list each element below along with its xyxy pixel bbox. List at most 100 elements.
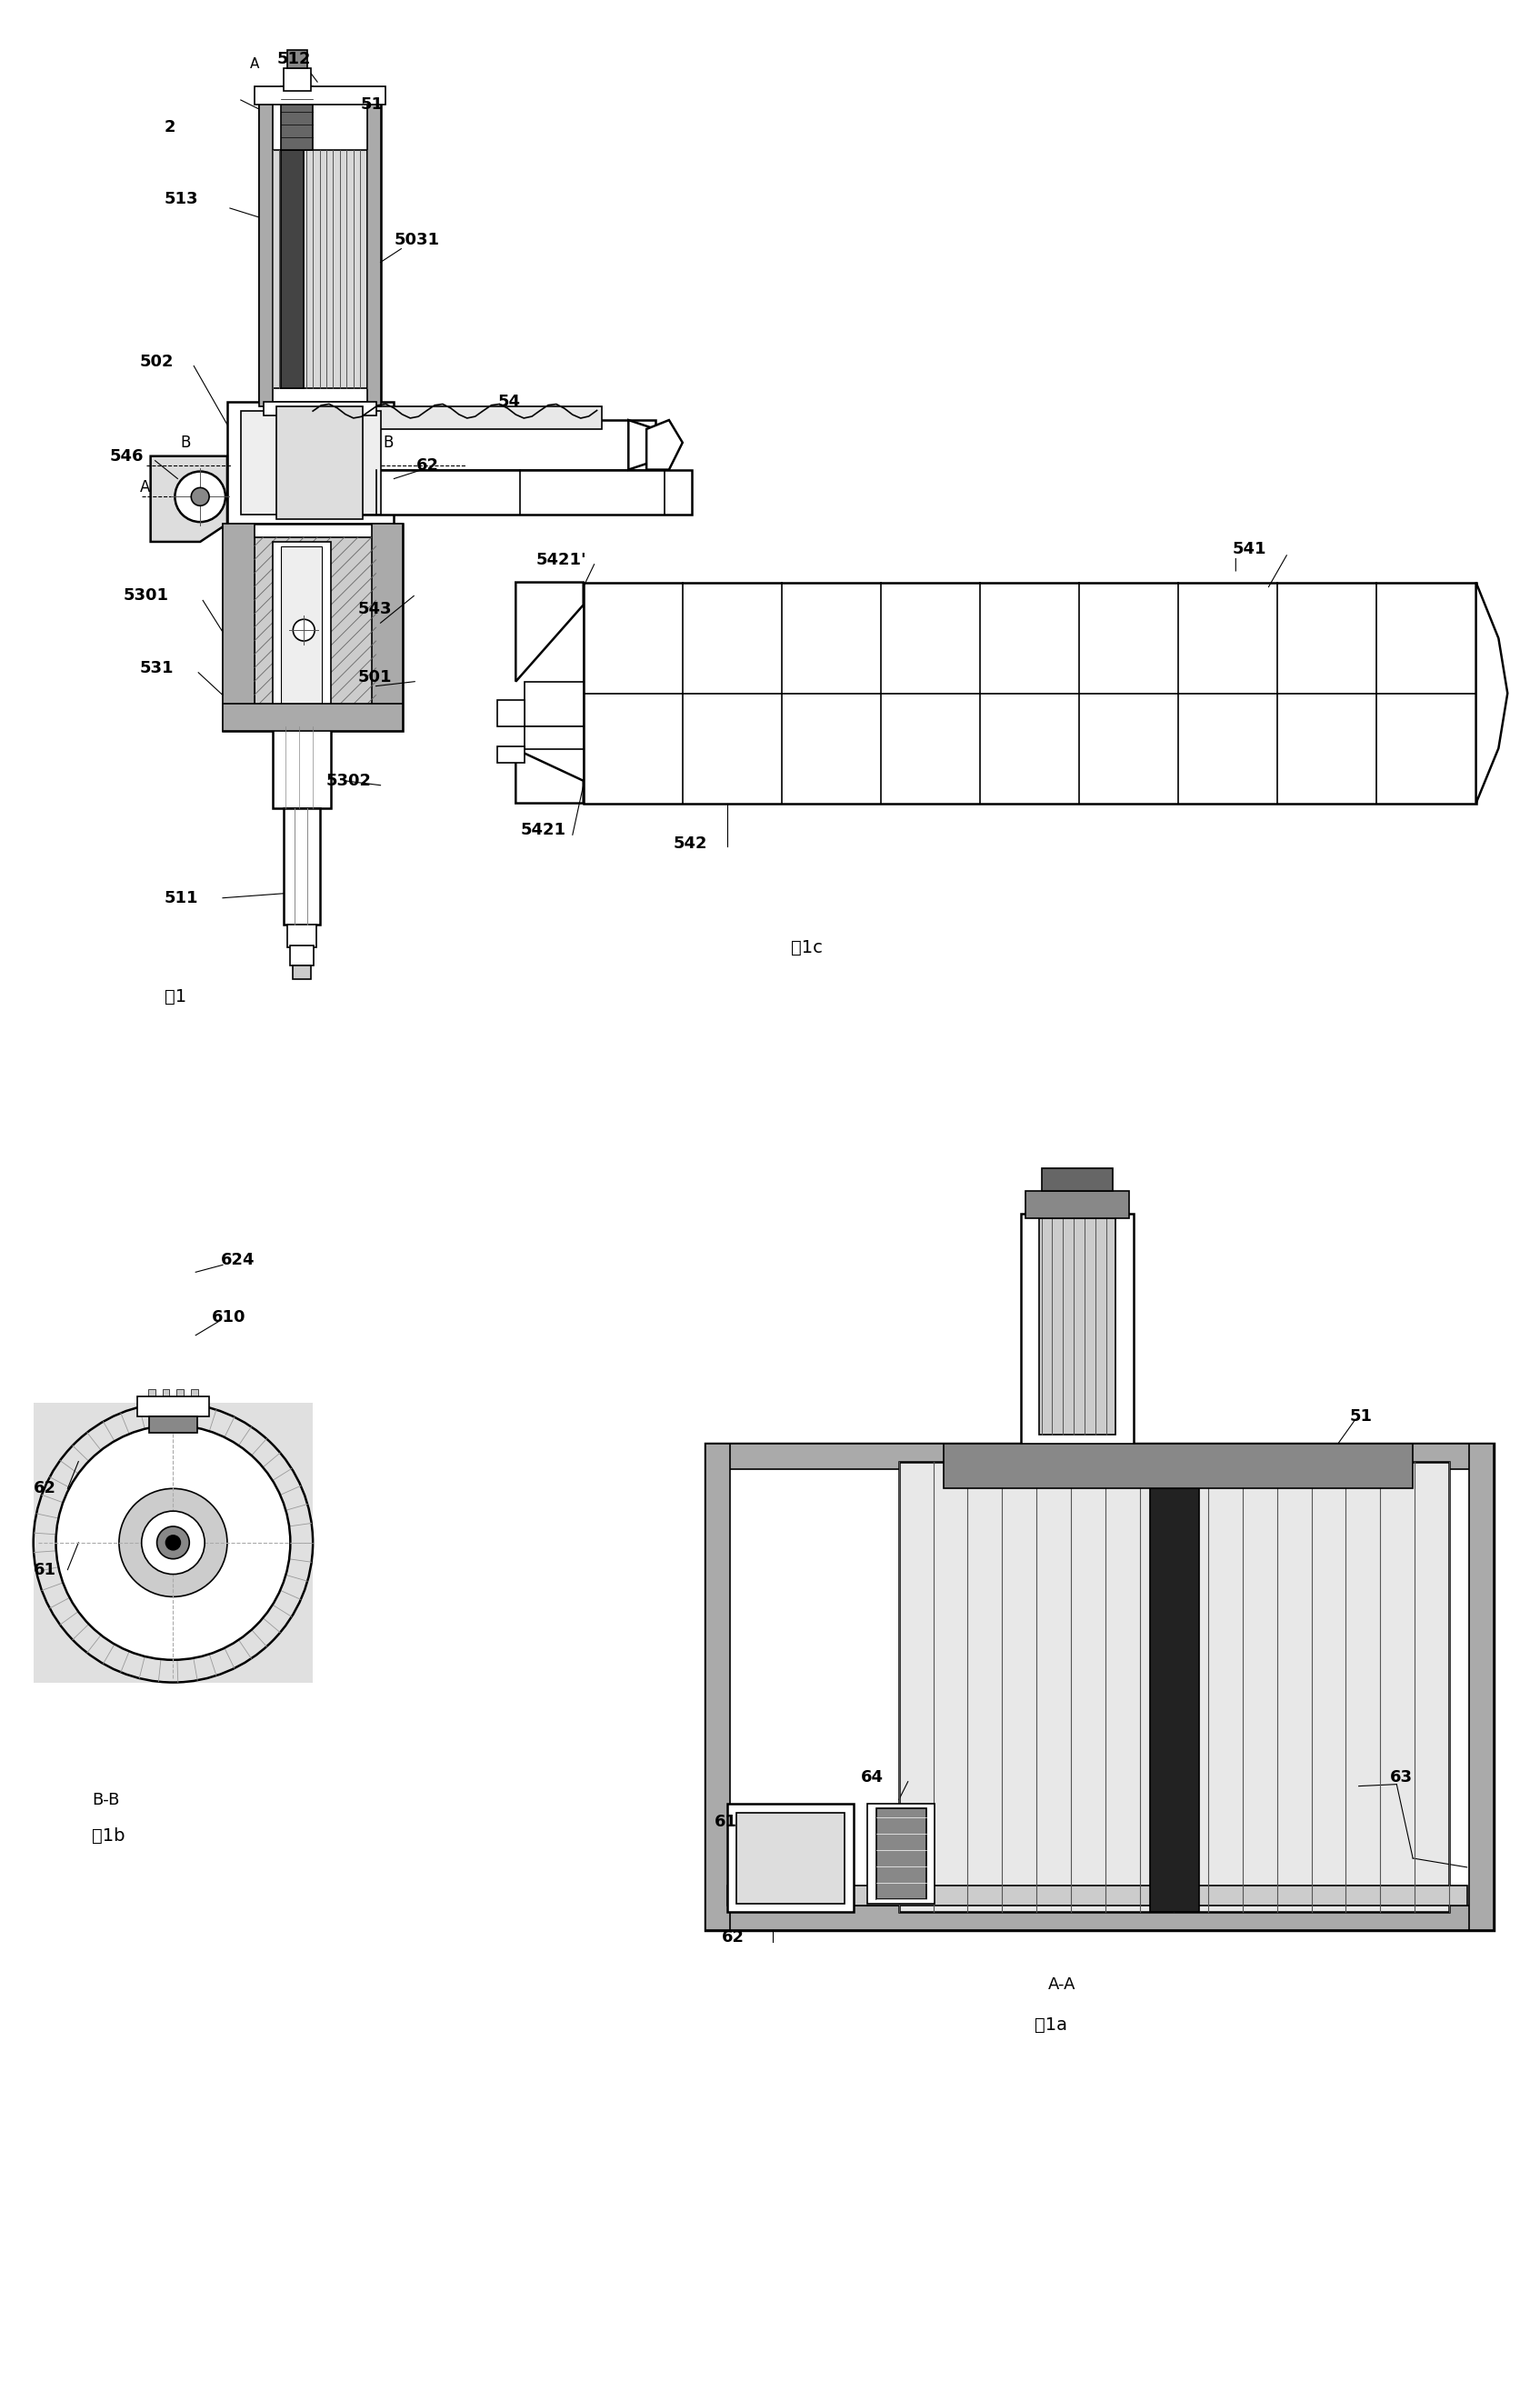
Text: 62: 62 [416,457,439,473]
Polygon shape [647,421,682,469]
Text: 5302: 5302 [326,772,371,789]
Text: 63: 63 [1391,1769,1414,1786]
Polygon shape [516,583,584,681]
Text: 5421': 5421' [536,552,587,569]
Text: 62: 62 [34,1480,55,1497]
Bar [525,727,584,748]
Bar [283,808,320,925]
Text: 502: 502 [140,354,174,371]
Circle shape [119,1490,228,1597]
Polygon shape [1475,583,1508,803]
Bar [1469,1444,1494,1930]
Text: 542: 542 [673,837,707,851]
Bar [288,50,308,69]
Text: 546: 546 [109,447,145,464]
Bar [371,524,403,732]
Text: 64: 64 [861,1769,884,1786]
Bar [705,1444,1494,1930]
Bar [288,925,317,947]
Text: A: A [140,481,149,495]
Polygon shape [151,457,228,543]
Bar [191,1389,199,1413]
Text: 5301: 5301 [123,588,169,605]
Circle shape [166,1535,180,1549]
Text: 624: 624 [220,1253,256,1270]
Bar [263,402,376,416]
Bar [291,947,314,966]
Polygon shape [628,421,664,469]
Bar [705,1906,1494,1930]
Bar [145,1399,202,1404]
Bar [1149,1461,1200,1913]
Text: 图1b: 图1b [92,1827,125,1843]
Text: 501: 501 [357,669,393,686]
Bar [944,1444,1412,1490]
Bar [1038,1217,1115,1435]
Text: 62: 62 [721,1930,744,1946]
Bar [303,406,602,428]
Bar [282,545,322,722]
Bar [303,421,656,469]
Bar [137,1396,209,1415]
Circle shape [157,1525,189,1559]
Text: 61: 61 [34,1561,55,1578]
Bar [1026,1191,1129,1217]
Circle shape [142,1511,205,1573]
Bar [240,411,380,514]
Bar [162,1389,169,1413]
Bar [303,469,691,514]
Bar [228,402,394,524]
Text: 541: 541 [1232,540,1266,557]
Bar [283,69,311,91]
Text: |: | [1232,557,1237,571]
Text: A-A: A-A [1047,1977,1075,1992]
Text: 54: 54 [497,395,521,411]
Text: 531: 531 [140,660,174,677]
Bar [148,1389,156,1413]
Bar [497,701,525,727]
Circle shape [293,619,314,641]
Text: 51: 51 [360,96,383,112]
Text: 图1a: 图1a [1035,2016,1067,2035]
Circle shape [55,1425,291,1659]
Bar [705,1444,730,1930]
Bar [497,746,525,763]
Text: 51: 51 [1349,1408,1372,1425]
Bar [149,1415,197,1432]
Text: 2: 2 [1047,1169,1060,1186]
Circle shape [191,488,209,507]
Circle shape [176,471,225,521]
Text: B: B [383,435,394,452]
Text: 610: 610 [213,1308,246,1325]
Bar [254,538,376,722]
Bar [273,727,331,808]
Text: 543: 543 [357,600,393,617]
Bar [736,1812,845,1903]
Text: 61: 61 [715,1815,736,1832]
Bar [584,583,1475,803]
Bar [525,681,584,727]
Bar [254,86,385,105]
Bar [899,1461,1449,1913]
Bar [223,524,254,732]
Bar [584,583,1475,803]
Bar [259,91,380,406]
Circle shape [34,1404,313,1683]
Bar [367,91,380,406]
Text: 512: 512 [277,50,311,67]
Text: 5421: 5421 [521,823,565,839]
Bar [705,1444,1494,1468]
Text: B: B [180,435,191,452]
Bar [727,1805,853,1913]
Text: 图1: 图1 [165,987,186,1007]
Text: 2: 2 [165,120,176,136]
Bar [293,966,311,978]
Text: A: A [249,57,259,72]
Bar [876,1808,926,1898]
Text: B-B: B-B [92,1791,120,1808]
Bar [282,86,313,151]
Text: 图1c: 图1c [790,940,822,956]
Bar [223,703,403,732]
Polygon shape [516,748,584,803]
Bar [259,91,273,406]
